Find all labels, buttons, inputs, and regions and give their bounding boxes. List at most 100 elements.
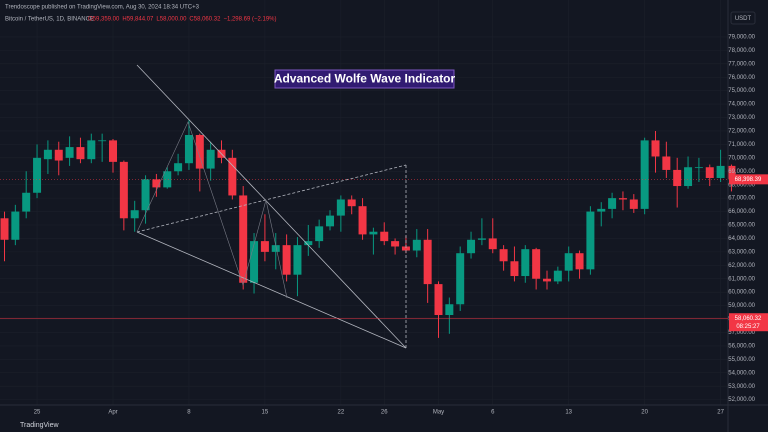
symbol: Bitcoin / TetherUS, 1D, BINANCE	[5, 17, 94, 23]
brand: TradingView	[20, 422, 59, 429]
candle-body	[174, 163, 183, 172]
y-tick-label: 59,000.00	[728, 303, 755, 309]
candle-body	[727, 165, 736, 180]
y-tick-label: 79,000.00	[728, 35, 755, 41]
crosshair-label: 58,060.32	[735, 316, 762, 322]
y-tick-label: 70,000.00	[728, 155, 755, 161]
candle-body	[651, 140, 660, 157]
candle-body	[521, 249, 530, 277]
y-tick-label: 71,000.00	[728, 142, 755, 148]
candle-body	[119, 161, 128, 219]
candle-body	[618, 198, 627, 200]
candle-body	[0, 218, 9, 240]
candle-body	[543, 278, 551, 282]
candle-body	[22, 192, 31, 212]
candle-body	[87, 140, 96, 160]
candle-body	[586, 211, 595, 270]
candle-body	[553, 270, 562, 282]
x-tick-label: May	[433, 410, 444, 416]
candle-body	[33, 157, 42, 193]
candle-body	[271, 245, 280, 252]
candle-body	[575, 253, 584, 270]
candle-body	[640, 140, 649, 209]
candle-body	[43, 149, 52, 160]
candle-body	[499, 249, 508, 262]
candle-body	[673, 169, 682, 187]
y-tick-label: 65,000.00	[728, 223, 755, 229]
candle-body	[76, 147, 85, 160]
candle-body	[239, 195, 248, 283]
y-tick-label: 69,000.00	[728, 169, 755, 175]
y-tick-label: 64,000.00	[728, 236, 755, 242]
candle-body	[629, 199, 638, 209]
x-tick-label: 8	[187, 410, 191, 416]
header-value: L58,000.00	[156, 17, 187, 23]
candle-body	[423, 239, 432, 285]
crosshair-time: 08:25:27	[736, 324, 760, 330]
candle-body	[195, 135, 204, 169]
x-tick-label: 25	[34, 410, 41, 416]
candle-body	[694, 167, 703, 169]
x-tick-label: 13	[565, 410, 572, 416]
wolfe-line	[136, 64, 407, 349]
candle-body	[184, 135, 193, 164]
header-value: O59,359.00	[88, 17, 120, 23]
x-tick-label: 6	[491, 410, 495, 416]
wolfe-zigzag	[136, 121, 288, 299]
title-box	[274, 69, 455, 89]
candle-body	[98, 140, 107, 142]
candle-body	[532, 249, 541, 279]
candle-body	[445, 304, 454, 315]
candle-body	[705, 167, 714, 178]
candle-body	[456, 253, 465, 305]
candle-body	[65, 147, 74, 158]
x-tick-label: 22	[338, 410, 345, 416]
candle-body	[152, 179, 161, 188]
y-tick-label: 56,000.00	[728, 343, 755, 349]
y-tick-label: 68,000.00	[728, 182, 755, 188]
y-tick-label: 61,000.00	[728, 276, 755, 282]
candle-body	[163, 171, 172, 188]
y-tick-label: 63,000.00	[728, 249, 755, 255]
candle-body	[11, 211, 20, 240]
x-tick-label: Apr	[108, 410, 117, 416]
candle-body	[716, 165, 725, 178]
candle-body	[347, 199, 356, 207]
wolfe-line	[136, 231, 407, 349]
y-tick-label: 73,000.00	[728, 115, 755, 121]
candle-body	[326, 215, 334, 227]
wolfe-wave	[136, 64, 407, 349]
x-tick-label: 27	[717, 410, 724, 416]
candle-body	[401, 246, 410, 251]
y-tick-label: 53,000.00	[728, 384, 755, 390]
candle-body	[510, 261, 519, 277]
candle-body	[141, 179, 150, 211]
candle-body	[467, 239, 476, 254]
chart-title: Advanced Wolfe Wave Indicator	[274, 72, 456, 86]
candle-body	[369, 231, 378, 235]
y-tick-label: 75,000.00	[728, 88, 755, 94]
y-tick-label: 57,000.00	[728, 330, 755, 336]
candle-body	[109, 140, 117, 162]
candle-body	[597, 208, 606, 212]
last-price-box	[729, 174, 768, 185]
header-value: −1,298.69 (−2.19%)	[223, 17, 276, 23]
candle-body	[304, 241, 313, 246]
candle-body	[434, 284, 443, 315]
y-tick-label: 66,000.00	[728, 209, 755, 215]
x-tick-label: 20	[641, 410, 648, 416]
currency: USDT	[735, 16, 752, 22]
candle-body	[228, 157, 237, 196]
y-tick-label: 76,000.00	[728, 75, 755, 81]
header-value: H59,844.07	[122, 17, 154, 23]
x-tick-label: 15	[262, 410, 269, 416]
y-tick-label: 67,000.00	[728, 196, 755, 202]
last-price-label: 68,398.39	[735, 177, 762, 183]
candle-body	[206, 149, 215, 169]
candles	[0, 120, 736, 338]
source: Trendoscope published on TradingView.com…	[5, 5, 200, 11]
y-tick-label: 78,000.00	[728, 48, 755, 54]
candle-body	[608, 198, 617, 209]
